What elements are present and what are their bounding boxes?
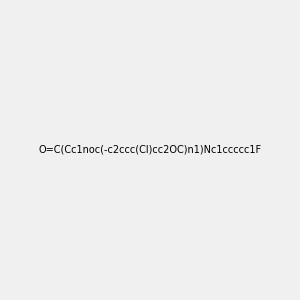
Text: O=C(Cc1noc(-c2ccc(Cl)cc2OC)n1)Nc1ccccc1F: O=C(Cc1noc(-c2ccc(Cl)cc2OC)n1)Nc1ccccc1F (38, 145, 262, 155)
